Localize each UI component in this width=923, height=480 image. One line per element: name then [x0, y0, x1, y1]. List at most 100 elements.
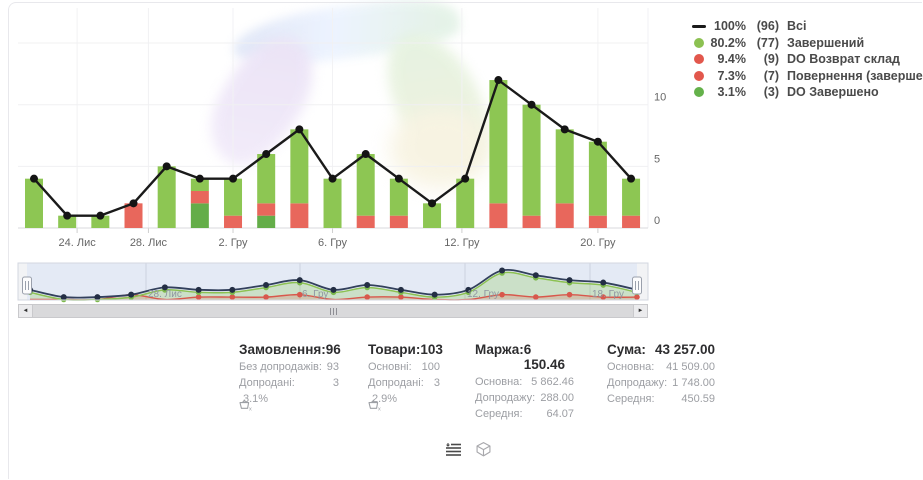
series-list-icon[interactable]	[445, 438, 467, 460]
bar-segment[interactable]	[456, 178, 475, 228]
line-point[interactable]	[162, 162, 171, 171]
bar-segment[interactable]	[356, 154, 375, 216]
bar-segment[interactable]	[622, 215, 641, 228]
bar-segment[interactable]	[224, 178, 243, 216]
bar-segment[interactable]	[555, 203, 574, 228]
basket-percent: 3.1%	[243, 393, 269, 405]
navigator-chart: 28. Лис 6. Гру 12. Гру 18. Гру	[17, 262, 649, 303]
navigator-red-point	[263, 294, 269, 300]
scrollbar[interactable]: ◄ ►	[18, 304, 648, 318]
bar-segment[interactable]	[25, 178, 43, 228]
navigator-red-point	[229, 294, 236, 300]
line-point[interactable]	[560, 125, 569, 134]
legend-percent: 100%	[714, 19, 746, 34]
line-point[interactable]	[328, 174, 337, 183]
scrollbar-left-arrow-icon[interactable]: ◄	[19, 305, 33, 317]
line-point[interactable]	[394, 174, 403, 183]
bar-segment[interactable]	[290, 203, 309, 228]
line-point[interactable]	[527, 100, 536, 109]
bar-segment[interactable]	[489, 80, 508, 204]
navigator-total-point	[431, 291, 438, 298]
legend-item[interactable]: 3.1% (3) DO Завершено	[690, 84, 923, 101]
legend: 100% (96) Всі 80.2% (77) Завершений 9.4% (9) DO …	[690, 18, 923, 101]
line-point[interactable]	[295, 125, 304, 134]
navigator-total-point	[465, 286, 472, 293]
line-point[interactable]	[30, 174, 38, 183]
stat-value: 5 862.46	[531, 376, 574, 388]
bar-segment[interactable]	[356, 215, 375, 228]
legend-label: Завершений	[787, 35, 865, 50]
bar-segment[interactable]	[190, 203, 209, 228]
navigator-axis-label: 28. Лис	[148, 289, 182, 300]
bar-segment[interactable]	[190, 191, 209, 204]
navigator-left-handle[interactable]	[22, 276, 32, 295]
legend-count: (9)	[763, 52, 779, 67]
navigator-right-handle[interactable]	[632, 276, 642, 295]
bar-segment[interactable]	[224, 215, 243, 228]
stat-label: Допродані:	[239, 377, 295, 389]
stat-value: 1 748.00	[672, 377, 715, 389]
navigator-red-point	[566, 291, 573, 298]
bar-segment[interactable]	[522, 215, 541, 228]
stat-label: Середня:	[607, 393, 655, 405]
navigator-axis-label: 18. Гру	[592, 289, 624, 300]
scrollbar-grip-icon	[329, 307, 337, 315]
bar-segment[interactable]	[157, 166, 176, 228]
stat-title: Замовлення:	[239, 342, 326, 357]
bar-segment[interactable]	[389, 215, 408, 228]
bar-segment[interactable]	[588, 215, 607, 228]
bar-segment[interactable]	[190, 178, 209, 192]
svg-text:x: x	[378, 407, 381, 412]
line-point[interactable]	[262, 150, 271, 159]
navigator-red-point	[533, 294, 539, 300]
line-point[interactable]	[96, 211, 105, 220]
bar-segment[interactable]	[257, 154, 276, 204]
legend-item[interactable]: 100% (96) Всі	[690, 18, 923, 35]
bar-segment[interactable]	[91, 215, 110, 228]
stats-column: Сума: 43 257.00 Основна: 41 509.00 Допродажу…	[607, 342, 715, 405]
bar-segment[interactable]	[257, 215, 276, 228]
stats-column: Замовлення: 96 Без допродажів: 93 Допродані:…	[239, 342, 341, 411]
bar-segment[interactable]	[290, 129, 309, 204]
line-point[interactable]	[627, 174, 636, 183]
bar-segment[interactable]	[555, 129, 574, 204]
navigator-axis-label: 12. Гру	[467, 289, 499, 300]
x-axis-label: 28. Лис	[130, 237, 168, 249]
scrollbar-thumb[interactable]	[33, 305, 633, 317]
bar-segment[interactable]	[622, 178, 641, 216]
bar-segment[interactable]	[323, 178, 342, 228]
line-point[interactable]	[129, 199, 138, 208]
bar-segment[interactable]	[423, 203, 442, 228]
line-point[interactable]	[428, 199, 437, 208]
package-cube-icon[interactable]	[475, 438, 497, 460]
bar-segment[interactable]	[257, 203, 276, 216]
legend-item[interactable]: 9.4% (9) DO Возврат склад	[690, 51, 923, 68]
line-point[interactable]	[361, 150, 370, 159]
legend-item[interactable]: 80.2% (77) Завершений	[690, 35, 923, 52]
bar-segment[interactable]	[522, 104, 541, 216]
navigator-total-point	[60, 294, 67, 301]
line-point[interactable]	[63, 211, 72, 220]
bar-segment[interactable]	[588, 141, 607, 216]
line-point[interactable]	[229, 174, 238, 183]
line-point[interactable]	[195, 174, 204, 183]
navigator-axis-label: 6. Гру	[302, 289, 328, 300]
y-axis-label: 0	[654, 215, 660, 227]
scrollbar-right-arrow-icon[interactable]: ►	[633, 305, 647, 317]
navigator-area	[30, 272, 637, 301]
bar-segment[interactable]	[489, 203, 508, 228]
bar-segment[interactable]	[389, 178, 408, 216]
line-point[interactable]	[461, 174, 470, 183]
stat-value: 3	[332, 377, 339, 389]
legend-item[interactable]: 7.3% (7) Повернення (завершений)	[690, 68, 923, 85]
bar-segment[interactable]	[124, 203, 143, 228]
line-point[interactable]	[494, 76, 503, 85]
legend-label: DO Завершено	[787, 85, 879, 100]
bar-segment[interactable]	[58, 215, 77, 228]
navigator-red-point	[296, 291, 303, 298]
line-point[interactable]	[593, 137, 602, 146]
navigator-total-point	[263, 281, 270, 288]
stat-value: 41 509.00	[666, 361, 715, 373]
navigator-red-point	[195, 294, 202, 300]
